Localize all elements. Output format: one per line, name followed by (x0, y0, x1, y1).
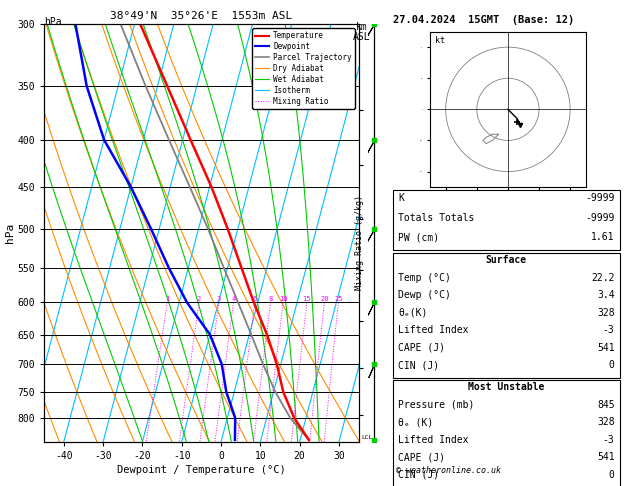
Text: 4: 4 (231, 296, 236, 302)
Text: 15: 15 (303, 296, 311, 302)
Text: 0: 0 (609, 360, 615, 370)
Text: 1: 1 (165, 296, 169, 302)
Text: θₑ (K): θₑ (K) (398, 417, 433, 428)
Text: 3: 3 (217, 296, 221, 302)
Text: CIN (J): CIN (J) (398, 360, 439, 370)
Text: CAPE (J): CAPE (J) (398, 343, 445, 353)
Text: 22.2: 22.2 (591, 273, 615, 283)
Text: K: K (398, 193, 404, 204)
Text: Most Unstable: Most Unstable (468, 382, 545, 393)
Text: CIN (J): CIN (J) (398, 470, 439, 480)
Text: -3: -3 (603, 325, 615, 335)
Text: 328: 328 (597, 417, 615, 428)
Text: 20: 20 (320, 296, 328, 302)
Text: Lifted Index: Lifted Index (398, 325, 469, 335)
Legend: Temperature, Dewpoint, Parcel Trajectory, Dry Adiabat, Wet Adiabat, Isotherm, Mi: Temperature, Dewpoint, Parcel Trajectory… (252, 28, 355, 109)
Text: Pressure (mb): Pressure (mb) (398, 400, 474, 410)
Text: -9999: -9999 (585, 193, 615, 204)
Text: 328: 328 (597, 308, 615, 318)
Text: km
ASL: km ASL (353, 22, 370, 42)
Text: Mixing Ratio (g/kg): Mixing Ratio (g/kg) (355, 195, 364, 291)
Text: 6: 6 (253, 296, 257, 302)
Text: hPa: hPa (44, 17, 62, 27)
Text: 1.61: 1.61 (591, 232, 615, 243)
Text: Lifted Index: Lifted Index (398, 435, 469, 445)
Text: 3.4: 3.4 (597, 290, 615, 300)
Text: 845: 845 (597, 400, 615, 410)
Text: 541: 541 (597, 343, 615, 353)
Text: Surface: Surface (486, 255, 527, 265)
Text: © weatheronline.co.uk: © weatheronline.co.uk (396, 466, 501, 475)
Text: 10: 10 (279, 296, 287, 302)
Text: 0: 0 (609, 470, 615, 480)
Text: LCL: LCL (362, 435, 373, 440)
Text: Temp (°C): Temp (°C) (398, 273, 451, 283)
X-axis label: Dewpoint / Temperature (°C): Dewpoint / Temperature (°C) (117, 466, 286, 475)
Title: 38°49'N  35°26'E  1553m ASL: 38°49'N 35°26'E 1553m ASL (110, 11, 292, 21)
Text: kt: kt (435, 36, 445, 45)
Text: PW (cm): PW (cm) (398, 232, 439, 243)
Y-axis label: hPa: hPa (4, 223, 14, 243)
Text: 25: 25 (334, 296, 343, 302)
Text: Totals Totals: Totals Totals (398, 213, 474, 223)
Text: -9999: -9999 (585, 213, 615, 223)
Text: 2: 2 (197, 296, 201, 302)
Text: θₑ(K): θₑ(K) (398, 308, 428, 318)
Text: 541: 541 (597, 452, 615, 463)
Text: CAPE (J): CAPE (J) (398, 452, 445, 463)
Text: -3: -3 (603, 435, 615, 445)
Text: Dewp (°C): Dewp (°C) (398, 290, 451, 300)
Text: 27.04.2024  15GMT  (Base: 12): 27.04.2024 15GMT (Base: 12) (393, 15, 574, 25)
Text: 8: 8 (269, 296, 273, 302)
